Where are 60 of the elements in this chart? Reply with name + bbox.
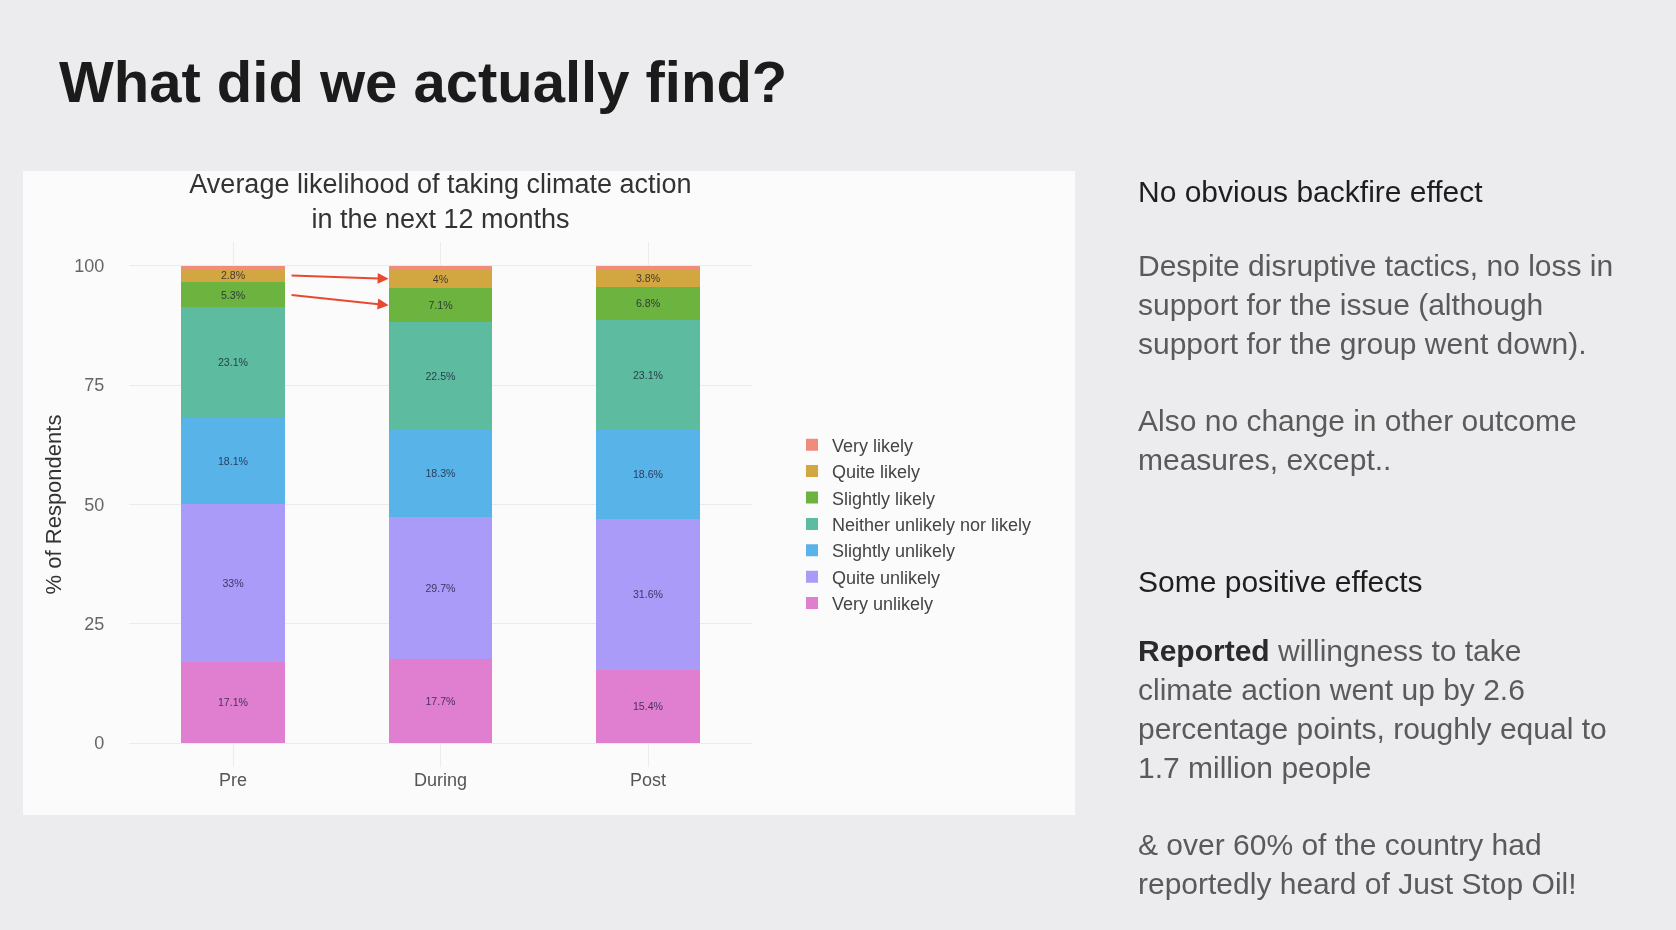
text: Despite disruptive tactics, no loss in support for the issue (although support for the group went down). [1138,249,1614,360]
bar [388,658,493,744]
y-axis-title: % of Respondents [41,414,66,595]
data-label: 3.8% [635,272,661,285]
bar [388,288,493,323]
bar [596,269,700,288]
bar [596,319,700,431]
legend-label: Quite likely [832,462,921,483]
text: Also no change in other outcome measures, except.. [1138,404,1577,476]
text: No obvious backfire effect [1138,175,1484,208]
data-label: 4% [432,272,449,285]
bar [596,287,700,320]
data-label: 18.3% [425,467,457,480]
legend-label: Very likely [832,435,914,456]
bar [596,430,700,519]
text: & over 60% of the country had reportedly heard of Just Stop Oil! [1138,828,1577,900]
x-tick-label: Pre [218,770,248,790]
bar [181,282,285,308]
y-tick-label: 75 [84,375,105,396]
data-label: 7.1% [428,299,454,312]
bar [181,265,285,269]
data-label: 15.4% [632,700,664,713]
data-label: 23.1% [217,356,249,369]
bar [181,307,285,418]
bar [388,429,493,517]
data-label: 18.6% [632,468,664,481]
data-label: 17.7% [425,694,457,707]
legend-label: Slightly likely [832,488,936,509]
legend-label: Very unlikely [832,594,934,615]
data-label: 6.8% [635,297,661,310]
data-label: 5.3% [220,288,246,301]
legend-label: Neither unlikely nor likely [832,514,1032,535]
data-label: 31.6% [632,588,664,601]
data-label: 23.1% [632,368,664,381]
text: Reported willingness to take climate action went up by 2.6 percentage points, roughly equal to 1.7 million people [1138,634,1607,784]
bar [181,661,285,744]
x-tick-label: Post [629,770,667,790]
data-label: 2.8% [220,269,246,282]
data-label: 29.7% [425,581,457,594]
y-tick-label: 25 [84,614,105,635]
bar [388,516,493,659]
bar [596,518,700,670]
bar [596,265,700,270]
bar [596,669,700,744]
legend-label: Slightly unlikely [832,541,956,562]
legend-label: Quite unlikely [832,567,941,588]
text: What did we actually find? [59,49,788,114]
x-tick-label: During [413,770,468,790]
data-label: 17.1% [217,696,249,709]
data-label: 22.5% [425,369,457,382]
text: Some positive effects [1138,565,1423,598]
data-label: 33% [222,576,245,589]
data-label: 18.1% [217,454,249,467]
y-tick-label: 100 [74,256,105,277]
bar [181,504,285,662]
chart-title: Average likelihood of taking climate action in the next 12 months [189,169,692,235]
bar [181,417,285,505]
y-tick-label: 0 [94,733,105,754]
y-tick-label: 50 [84,494,105,515]
bar [388,322,493,430]
